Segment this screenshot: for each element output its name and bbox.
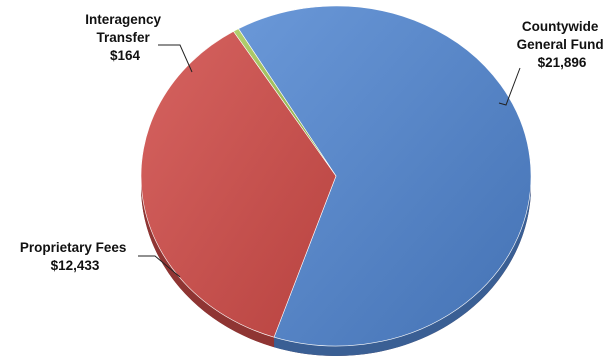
proprietary-line-1: Proprietary Fees xyxy=(20,240,127,255)
leader-lines xyxy=(138,44,521,278)
countywide-line-1: Countywide xyxy=(522,19,599,34)
slice-proprietary xyxy=(140,30,337,338)
interagency-value: $164 xyxy=(110,48,141,63)
leader-line-countywide xyxy=(498,67,521,106)
interagency-line-2: Transfer xyxy=(96,30,150,45)
slice-label-proprietary: Proprietary Fees $12,433 xyxy=(20,240,130,273)
interagency-line-1: Interagency xyxy=(85,12,161,27)
slice-countywide xyxy=(238,5,532,347)
leader-line-proprietary xyxy=(138,255,181,278)
countywide-value: $21,896 xyxy=(538,55,587,70)
pie-slices xyxy=(140,5,532,347)
leader-line-interagency xyxy=(158,44,193,73)
slice-label-countywide: Countywide General Fund $21,896 xyxy=(517,19,608,70)
slice-interagency xyxy=(233,28,337,177)
slice-label-interagency: Interagency Transfer $164 xyxy=(85,12,165,63)
countywide-line-2: General Fund xyxy=(517,37,604,52)
proprietary-value: $12,433 xyxy=(51,258,100,273)
